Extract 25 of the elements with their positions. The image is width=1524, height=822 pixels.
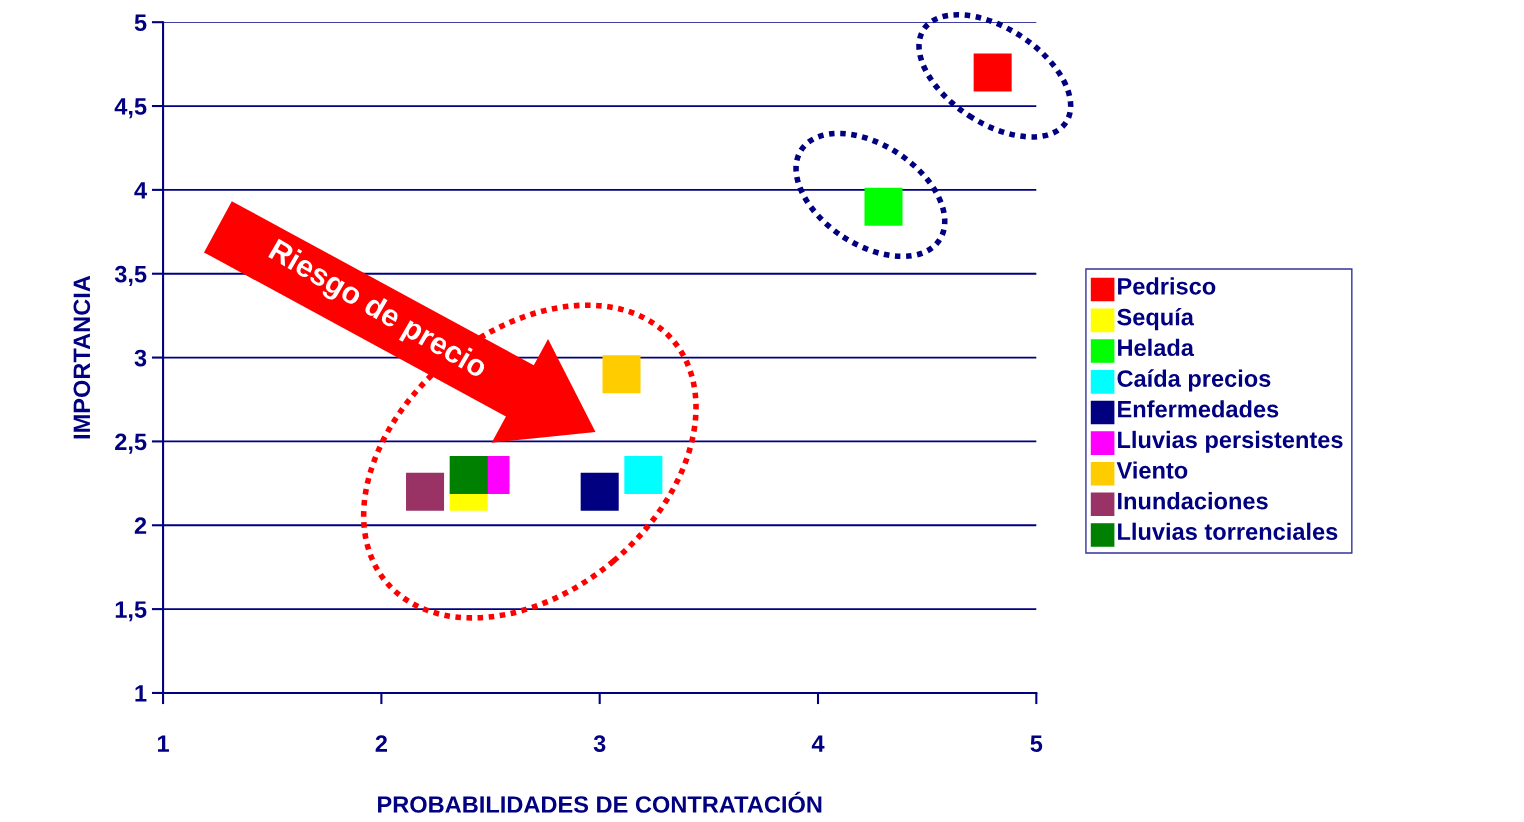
y-tick-label: 3 [134,349,147,367]
x-tick-label: 4 [811,735,825,752]
y-axis-title: IMPORTANCIA [73,275,91,439]
legend-label: Enfermedades [1118,400,1279,418]
y-tick-label: 3,5 [114,265,147,286]
x-axis-title: PROBABILIDADES DE CONTRATACIÓN [378,791,822,813]
legend-label: Pedrisco [1118,277,1216,295]
legend-label: Helada [1118,338,1195,357]
y-tick-label: 2 [134,517,147,534]
legend-label: Caída precios [1117,369,1271,392]
legend-label: Lluvias torrenciales [1118,522,1338,541]
y-tick-label: 4,5 [114,98,147,119]
y-tick-label: 1 [135,685,147,702]
legend-label: Inundaciones [1118,492,1268,510]
x-tick-label: 1 [157,735,169,752]
y-tick-label: 4 [134,182,147,199]
x-tick-label: 2 [375,735,387,752]
legend-label: Viento [1116,461,1188,479]
y-tick-label: 5 [134,14,147,31]
y-tick-label: 1,5 [115,601,147,622]
legend-label: Lluvias persistentes [1118,430,1343,453]
x-tick-label: 5 [1030,735,1043,752]
x-tick-label: 3 [593,735,606,752]
legend-label: Sequía [1117,307,1195,331]
y-tick-label: 2,5 [115,433,147,454]
